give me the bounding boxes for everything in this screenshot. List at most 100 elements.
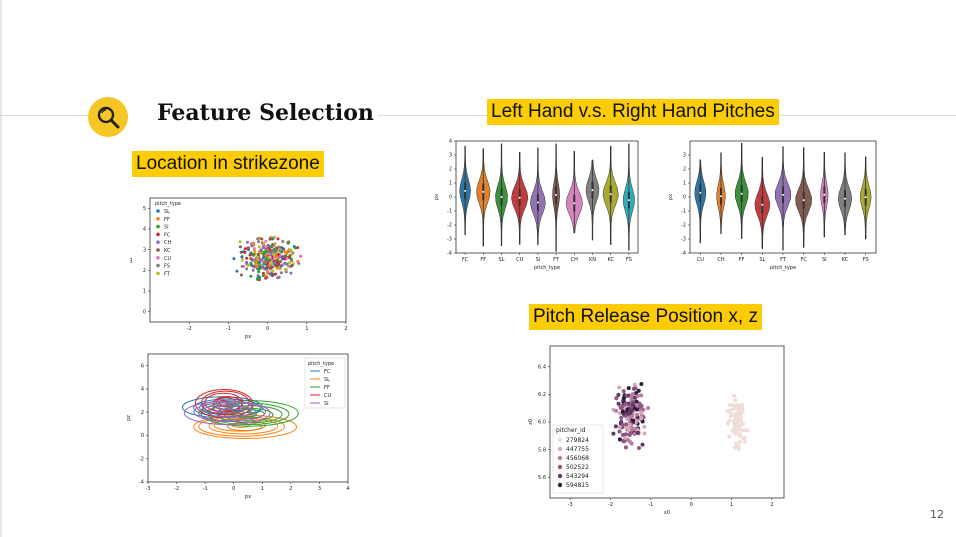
scatter-point: [264, 253, 268, 257]
scatter-point: [636, 388, 641, 393]
y-tick-label: 5.8: [538, 447, 546, 453]
scatter-point: [243, 247, 247, 251]
legend-entry: FF: [164, 217, 170, 223]
scatter-point: [290, 263, 294, 267]
scatter-point: [272, 255, 276, 259]
scatter-point: [269, 244, 273, 248]
scatter-point: [731, 407, 736, 412]
scatter-point: [619, 419, 624, 424]
y-tick-label: -2: [447, 223, 452, 229]
scatter-point: [276, 260, 280, 264]
scatter-point: [635, 394, 640, 399]
scatter-point: [626, 386, 631, 391]
violin-median: [782, 193, 784, 196]
scatter-point: [264, 239, 268, 243]
scatter-point: [725, 409, 730, 414]
scatter-point: [264, 247, 268, 251]
violin-median: [802, 199, 805, 202]
scatter-point: [737, 432, 742, 437]
x-axis-label: px: [245, 494, 251, 500]
scatter-point: [634, 391, 639, 396]
slide-left-border: [0, 0, 2, 537]
left-hand-violin-chart: FC FF SL CU SI FT CH KN KC FS -4 -3 -2 -1 0 1 2 3 4 pitch_t…: [434, 139, 639, 271]
violin-median: [823, 193, 826, 196]
scatter-point: [258, 266, 262, 270]
scatter-point: [296, 246, 300, 250]
x-tick-label: FT: [553, 257, 560, 263]
y-tick-label: 5: [143, 206, 146, 212]
scatter-point: [640, 442, 645, 447]
scatter-point: [617, 429, 622, 434]
scatter-point: [635, 407, 640, 412]
scatter-point: [276, 237, 280, 241]
y-axis-label: pz: [130, 257, 134, 263]
scatter-point: [249, 261, 253, 265]
x-tick-label: SL: [759, 257, 765, 263]
scatter-point: [240, 258, 244, 262]
scatter-point: [630, 427, 635, 432]
y-tick-label: -2: [139, 456, 144, 462]
legend-entry: SL: [164, 209, 170, 215]
x-tick-label: FC: [800, 257, 807, 263]
y-axis-label: pz: [126, 415, 132, 421]
scatter-point: [725, 421, 730, 426]
scatter-point: [281, 247, 285, 251]
scatter-point: [239, 273, 243, 277]
scatter-point: [232, 257, 236, 261]
kde-contour: [183, 400, 271, 426]
scatter-point: [621, 396, 626, 401]
scatter-point: [249, 274, 253, 278]
scatter-point: [245, 267, 249, 271]
legend-marker: [156, 240, 160, 244]
x-tick-label: -3: [568, 502, 573, 508]
scatter-point: [273, 261, 277, 265]
scatter-point: [276, 276, 280, 280]
x-tick-label: 1: [305, 326, 308, 332]
kde-contour: [200, 400, 299, 427]
scatter-point: [260, 237, 264, 241]
legend-marker: [557, 482, 563, 488]
plot-frame: [147, 353, 349, 483]
legend-entry: SL: [324, 377, 330, 383]
scatter-point: [279, 271, 283, 275]
slide-title: Feature Selection: [157, 100, 374, 126]
violin-median: [536, 201, 539, 204]
hand-label: Left Hand v.s. Right Hand Pitches: [487, 99, 779, 125]
scatter-point: [634, 402, 639, 407]
scatter-point: [620, 422, 625, 427]
right-hand-violin-chart: CU CH FF SL FT FC SI KC FS -4 -3 -2 -1 0 1 2 3 pitch_type…: [668, 140, 877, 271]
legend-entry: 543294: [566, 473, 589, 480]
y-axis-label: z0: [528, 419, 534, 425]
search-icon: [88, 97, 128, 137]
y-tick-label: 2: [141, 410, 144, 416]
legend-marker: [557, 455, 563, 461]
scatter-point: [288, 261, 292, 265]
scatter-point: [254, 261, 258, 265]
scatter-point: [264, 276, 268, 280]
legend-marker: [156, 224, 160, 229]
kde-contour: [198, 404, 257, 422]
legend-entry: 502522: [566, 464, 589, 471]
x-axis-label: pitch_type: [770, 265, 796, 271]
scatter-point: [632, 382, 637, 387]
legend-entry: FC: [324, 369, 331, 375]
y-tick-label: 0: [449, 195, 452, 201]
scatter-point: [246, 246, 250, 250]
x-tick-label: FT: [780, 257, 787, 263]
y-tick-label: 3: [683, 153, 686, 159]
violin-median: [627, 199, 630, 202]
scatter-point: [741, 436, 746, 441]
scatter-point: [245, 240, 249, 244]
scatter-point: [299, 254, 303, 258]
x-tick-label: 2: [344, 326, 347, 332]
scatter-point: [282, 257, 286, 261]
x-axis-label: px: [245, 334, 251, 340]
scatter-point: [278, 267, 282, 271]
scatter-point: [271, 269, 275, 273]
y-tick-label: 6.4: [538, 364, 546, 370]
x-tick-label: -3: [146, 486, 151, 492]
scatter-point: [240, 255, 244, 259]
scatter-point: [261, 246, 265, 250]
y-tick-label: 1: [143, 289, 146, 295]
